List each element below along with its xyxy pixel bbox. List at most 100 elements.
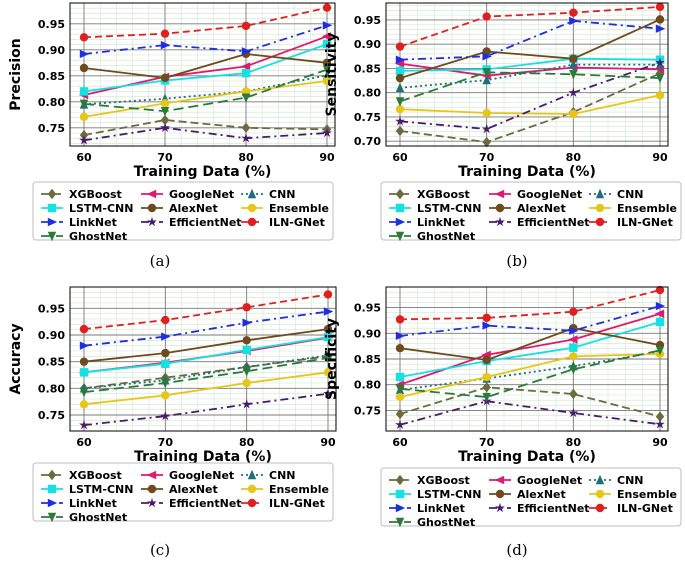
data-point xyxy=(569,54,578,63)
legend-label: LSTM-CNN xyxy=(417,488,481,501)
data-point xyxy=(322,76,332,86)
legend-entry: AlexNet xyxy=(141,202,218,215)
data-point xyxy=(79,368,89,377)
series-line xyxy=(83,24,328,55)
y-tick-label: 0.75 xyxy=(354,111,381,124)
x-axis-label: Training Data (%) xyxy=(134,164,272,180)
series-line xyxy=(83,43,328,93)
series-iln-gnet xyxy=(79,290,333,334)
legend: XGBoost GoogleNet CNN LSTM-CNN AlexNet Ensemb… xyxy=(32,181,334,243)
data-point xyxy=(395,73,405,83)
data-point xyxy=(395,104,405,114)
series-lstm-cnn xyxy=(79,332,333,377)
legend-marker xyxy=(47,512,57,523)
legend-entry: CNN xyxy=(589,188,644,201)
legend-entry: XGBoost xyxy=(41,469,122,482)
data-point xyxy=(395,66,405,76)
y-tick-label: 0.80 xyxy=(354,379,381,392)
y-tick-label: 0.75 xyxy=(354,404,381,417)
x-tick-label: 80 xyxy=(238,151,254,164)
data-point xyxy=(482,372,491,382)
data-point xyxy=(395,97,405,107)
data-point xyxy=(482,108,491,118)
x-tick-label: 60 xyxy=(76,436,92,449)
legend-marker xyxy=(47,484,57,494)
data-point xyxy=(655,90,665,100)
data-point xyxy=(323,368,333,377)
series-line xyxy=(399,94,661,115)
y-axis-label: Sensitivity xyxy=(324,33,340,117)
data-point xyxy=(655,317,665,327)
y-tick-label: 0.80 xyxy=(38,382,65,395)
series-line xyxy=(399,400,661,426)
y-tick-label: 0.95 xyxy=(38,18,65,31)
data-point xyxy=(569,8,578,17)
y-axis-label: Specificity xyxy=(324,318,340,400)
data-point xyxy=(242,345,251,355)
series-iln-gnet xyxy=(79,3,332,42)
legend-marker xyxy=(247,498,257,508)
legend-label: EfficientNet xyxy=(169,497,242,510)
legend-entry: AlexNet xyxy=(489,202,566,215)
legend-label: AlexNet xyxy=(169,483,218,496)
series-line xyxy=(399,289,661,321)
data-point xyxy=(79,400,89,409)
legend-label: EfficientNet xyxy=(517,502,590,515)
data-point xyxy=(79,87,89,96)
data-point xyxy=(655,73,665,84)
data-point xyxy=(395,42,405,51)
data-point xyxy=(161,348,170,358)
data-point xyxy=(481,123,492,134)
x-axis-label: Training Data (%) xyxy=(134,449,272,465)
legend-entry: Ensemble xyxy=(589,488,677,501)
series-ensemble xyxy=(395,90,665,119)
legend-entry: LSTM-CNN xyxy=(41,483,133,496)
series-ghostnet xyxy=(79,65,332,117)
legend-frame xyxy=(32,462,334,522)
legend-label: GhostNet xyxy=(69,230,127,243)
data-point xyxy=(569,109,578,119)
legend-label: LinkNet xyxy=(69,216,117,229)
data-point xyxy=(323,353,333,364)
series-ghostnet xyxy=(79,353,333,398)
legend-marker xyxy=(595,503,605,513)
data-point xyxy=(482,74,491,85)
series-ensemble xyxy=(395,349,665,402)
legend-label: LinkNet xyxy=(417,216,465,229)
legend-label: LSTM-CNN xyxy=(69,202,133,215)
series-line xyxy=(399,63,660,89)
legend: XGBoost GoogleNet CNN LSTM-CNN AlexNet Ensemb… xyxy=(380,467,682,529)
legend-label: LSTM-CNN xyxy=(69,483,133,496)
legend-marker xyxy=(595,188,605,199)
legend-label: LinkNet xyxy=(69,497,117,510)
legend-marker xyxy=(495,216,505,227)
series-efficientnet xyxy=(395,396,665,429)
legend-label: GoogleNet xyxy=(169,469,234,482)
data-point xyxy=(322,127,332,138)
data-point xyxy=(482,12,491,21)
data-point xyxy=(242,336,251,345)
legend-entry: CNN xyxy=(589,474,644,487)
data-point xyxy=(569,343,578,352)
series-line xyxy=(399,353,661,398)
legend-label: Ensemble xyxy=(617,202,677,215)
y-tick-label: 0.75 xyxy=(38,122,65,135)
legend-label: XGBoost xyxy=(69,469,122,482)
data-point xyxy=(241,122,251,133)
data-point xyxy=(241,21,251,31)
legend-label: XGBoost xyxy=(417,474,470,487)
series-line xyxy=(399,19,661,61)
data-point xyxy=(395,384,405,395)
x-tick-label: 90 xyxy=(319,151,335,164)
legend-entry: Ensemble xyxy=(589,202,677,215)
legend-entry: LinkNet xyxy=(389,502,465,515)
series-line xyxy=(83,310,329,347)
x-tick-label: 80 xyxy=(239,436,255,449)
legend-marker xyxy=(495,502,505,513)
data-point xyxy=(79,357,89,366)
data-point xyxy=(568,335,578,344)
series-line xyxy=(83,68,328,113)
series-line xyxy=(399,312,661,386)
y-tick-label: 0.85 xyxy=(354,62,381,75)
grid xyxy=(386,3,668,147)
